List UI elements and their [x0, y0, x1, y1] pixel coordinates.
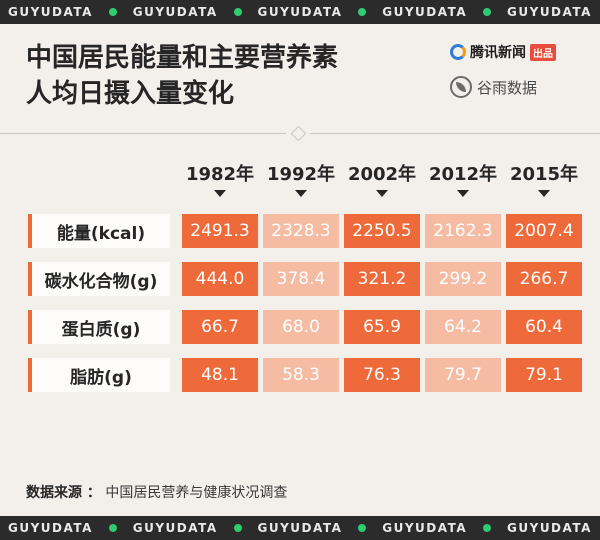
value-cell: 321.2: [344, 262, 420, 296]
band-text: GUYUDATA: [257, 5, 343, 19]
row-label: 能量(kcal): [28, 214, 170, 248]
down-arrow-icon: [295, 190, 307, 197]
row-label: 蛋白质(g): [28, 310, 170, 344]
down-arrow-icon: [538, 190, 550, 197]
value-cell: 2250.5: [344, 214, 420, 248]
value-cell: 79.1: [506, 358, 582, 392]
value-cell: 378.4: [263, 262, 339, 296]
diamond-icon: [290, 125, 307, 142]
value-cell: 266.7: [506, 262, 582, 296]
dot-icon: [358, 524, 367, 532]
tencent-logo-badge: 出品: [530, 43, 556, 61]
top-brand-band: GUYUDATA GUYUDATA GUYUDATA GUYUDATA GUYU…: [0, 0, 600, 24]
year-header-row: 1982年 1992年 2002年 2012年 2015年: [0, 160, 600, 200]
content-panel: 中国居民能量和主要营养素 人均日摄入量变化 腾讯新闻 出品 谷雨数据 1982年…: [0, 24, 600, 516]
year-header: 1982年: [182, 160, 258, 197]
year-label: 2015年: [509, 164, 579, 185]
value-cell: 2162.3: [425, 214, 501, 248]
year-label: 2002年: [347, 164, 417, 185]
source-text: 中国居民营养与健康状况调查: [105, 485, 288, 501]
guyu-logo-icon: [450, 76, 472, 98]
down-arrow-icon: [214, 190, 226, 197]
title-divider: [0, 125, 600, 142]
year-header: 1992年: [263, 160, 339, 197]
source-label: 数据来源 ：: [26, 485, 101, 501]
dot-icon: [233, 8, 242, 16]
tencent-logo-text: 腾讯新闻: [470, 45, 526, 61]
value-cell: 58.3: [263, 358, 339, 392]
page-title: 中国居民能量和主要营养素 人均日摄入量变化: [26, 40, 436, 112]
year-label: 1982年: [185, 164, 255, 185]
guyu-logo-text: 谷雨数据: [477, 78, 538, 97]
value-cell: 68.0: [263, 310, 339, 344]
bottom-brand-band: GUYUDATA GUYUDATA GUYUDATA GUYUDATA GUYU…: [0, 516, 600, 540]
dot-icon: [483, 8, 492, 16]
year-header: 2015年: [506, 160, 582, 197]
source-note: 数据来源 ： 中国居民营养与健康状况调查: [26, 482, 287, 502]
value-cell: 60.4: [506, 310, 582, 344]
row-label: 碳水化合物(g): [28, 262, 170, 296]
table-row: 碳水化合物(g) 444.0 378.4 321.2 299.2 266.7: [28, 262, 582, 296]
value-cell: 66.7: [182, 310, 258, 344]
dot-icon: [108, 8, 117, 16]
value-cell: 444.0: [182, 262, 258, 296]
value-cell: 79.7: [425, 358, 501, 392]
band-text: GUYUDATA: [507, 5, 592, 19]
guyu-data-logo: 谷雨数据: [450, 74, 595, 100]
value-cell: 64.2: [425, 310, 501, 344]
down-arrow-icon: [457, 190, 469, 197]
dot-icon: [108, 524, 117, 532]
table-row: 脂肪(g) 48.1 58.3 76.3 79.7 79.1: [28, 358, 582, 392]
year-label: 2012年: [428, 164, 498, 185]
band-text: GUYUDATA: [507, 521, 592, 535]
band-text: GUYUDATA: [7, 521, 93, 535]
title-line-1: 中国居民能量和主要营养素: [26, 43, 339, 73]
divider-line-right: [310, 133, 600, 134]
band-text: GUYUDATA: [132, 5, 218, 19]
dot-icon: [358, 8, 367, 16]
tencent-logo-icon: [450, 44, 466, 60]
value-cell: 2007.4: [506, 214, 582, 248]
table-row: 能量(kcal) 2491.3 2328.3 2250.5 2162.3 2007.4: [28, 214, 582, 248]
value-cell: 48.1: [182, 358, 258, 392]
band-text: GUYUDATA: [382, 521, 468, 535]
tencent-news-logo: 腾讯新闻 出品: [450, 40, 595, 64]
title-line-2: 人均日摄入量变化: [26, 79, 235, 109]
value-cell: 65.9: [344, 310, 420, 344]
value-cell: 2328.3: [263, 214, 339, 248]
band-text: GUYUDATA: [382, 5, 468, 19]
band-text: GUYUDATA: [7, 5, 93, 19]
dot-icon: [233, 524, 242, 532]
divider-line-left: [0, 133, 286, 134]
value-cell: 76.3: [344, 358, 420, 392]
band-text: GUYUDATA: [132, 521, 218, 535]
logo-group: 腾讯新闻 出品 谷雨数据: [450, 40, 595, 100]
year-label: 1992年: [266, 164, 336, 185]
value-cell: 2491.3: [182, 214, 258, 248]
year-header: 2012年: [425, 160, 501, 197]
down-arrow-icon: [376, 190, 388, 197]
year-header: 2002年: [344, 160, 420, 197]
dot-icon: [483, 524, 492, 532]
value-cell: 299.2: [425, 262, 501, 296]
row-label: 脂肪(g): [28, 358, 170, 392]
band-text: GUYUDATA: [257, 521, 343, 535]
table-row: 蛋白质(g) 66.7 68.0 65.9 64.2 60.4: [28, 310, 582, 344]
